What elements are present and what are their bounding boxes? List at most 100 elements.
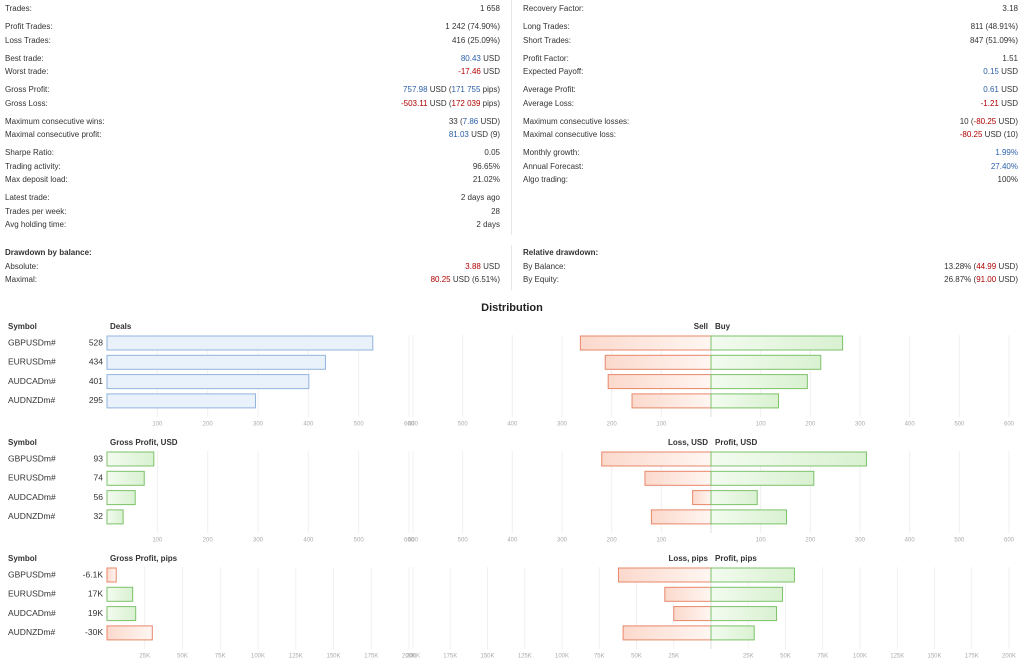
symbol: AUDCADm# bbox=[8, 492, 56, 502]
tick-label: 100 bbox=[656, 538, 667, 544]
stat-row: Maximal: 80.25 USD (6.51%) bbox=[5, 274, 500, 286]
tick-label: 150K bbox=[326, 654, 340, 660]
right-bar bbox=[710, 354, 822, 370]
header: Gross Profit, USD bbox=[110, 438, 178, 447]
left-bar bbox=[631, 393, 712, 409]
tick-label: 400 bbox=[507, 538, 518, 544]
stat-value: 0.05 bbox=[484, 147, 500, 159]
stat-value: 80.25 USD (6.51%) bbox=[431, 274, 500, 286]
value-part: -80.25 bbox=[959, 130, 983, 139]
total-bar bbox=[106, 625, 153, 641]
value-part: 1.51 bbox=[1002, 53, 1018, 63]
tick-label: 175K bbox=[965, 654, 979, 660]
right-bar bbox=[710, 470, 815, 486]
stat-row: Maximum consecutive wins: 33 (7.86 USD) bbox=[5, 116, 500, 128]
value-label: 434 bbox=[89, 357, 103, 367]
symbol: EURUSDm# bbox=[8, 357, 56, 367]
value-part: 416 (25.09%) bbox=[451, 35, 500, 45]
value-part: 28 bbox=[491, 206, 500, 216]
stat-value: 1.51 bbox=[1002, 53, 1018, 65]
tick-label: 100 bbox=[152, 422, 163, 428]
tick-label: 500 bbox=[954, 422, 965, 428]
left-bar bbox=[604, 354, 712, 370]
value-part: 100% bbox=[997, 175, 1018, 184]
stat-label: By Equity: bbox=[523, 275, 560, 284]
total-bar bbox=[106, 567, 117, 583]
tick-label: 500 bbox=[354, 422, 365, 428]
header: Symbol bbox=[8, 438, 37, 447]
tick-label: 600 bbox=[408, 538, 419, 544]
stat-label: Recovery Factor: bbox=[523, 4, 584, 13]
stat-value: 13.28% (44.99 USD) bbox=[944, 261, 1018, 273]
tick-label: 600 bbox=[1004, 422, 1015, 428]
tick-label: 600 bbox=[408, 422, 419, 428]
value-part: USD (9) bbox=[468, 130, 500, 139]
value-label: 19K bbox=[88, 608, 103, 618]
value-part: 27.40% bbox=[990, 161, 1018, 171]
stat-value: 26.87% (91.00 USD) bbox=[944, 274, 1018, 286]
stat-row: Average Loss: -1.21 USD bbox=[523, 98, 1018, 110]
tick-label: 100 bbox=[152, 538, 163, 544]
value-part: 80.25 bbox=[430, 275, 451, 284]
header: Profit, pips bbox=[715, 554, 757, 563]
header: Loss, USD bbox=[668, 438, 708, 447]
stat-label: Gross Loss: bbox=[5, 98, 48, 108]
symbol: GBPUSDm# bbox=[8, 337, 56, 347]
stat-label: Absolute: bbox=[5, 261, 39, 271]
value-part: USD bbox=[480, 67, 500, 76]
tick-label: 200K bbox=[406, 654, 420, 660]
value-part: USD bbox=[480, 53, 500, 63]
stat-row: Latest trade: 2 days ago bbox=[5, 192, 500, 204]
stat-label: Trades per week: bbox=[5, 206, 67, 216]
stat-label: Average Loss: bbox=[523, 98, 574, 108]
stat-value: 3.18 bbox=[1002, 3, 1018, 15]
stat-value: 96.65% bbox=[473, 161, 500, 173]
tick-label: 200 bbox=[607, 422, 618, 428]
total-bar bbox=[106, 509, 124, 525]
stat-row: Avg holding time: 2 days bbox=[5, 219, 500, 231]
value-part: 2 days bbox=[476, 220, 500, 229]
tick-label: 400 bbox=[303, 538, 314, 544]
value-part: USD) bbox=[478, 116, 500, 126]
tick-label: 300 bbox=[855, 422, 866, 428]
stat-label: Max deposit load: bbox=[5, 175, 68, 184]
tick-label: 200 bbox=[805, 538, 816, 544]
value-part: -503.11 bbox=[400, 98, 428, 108]
value-label: 17K bbox=[88, 589, 103, 599]
stat-row: Profit Factor: 1.51 bbox=[523, 53, 1018, 65]
tick-label: 125K bbox=[518, 654, 532, 660]
tick-label: 300 bbox=[557, 422, 568, 428]
value-label: 93 bbox=[94, 453, 104, 463]
stat-value: 1.99% bbox=[995, 147, 1018, 159]
tick-label: 200 bbox=[203, 538, 214, 544]
tick-label: 200K bbox=[1002, 654, 1016, 660]
stat-row: Algo trading: 100% bbox=[523, 174, 1018, 186]
value-part: -1.21 bbox=[980, 98, 999, 108]
stat-label: Best trade: bbox=[5, 53, 44, 63]
value-part: 1 242 (74.90%) bbox=[445, 22, 500, 31]
stat-label: Short Trades: bbox=[523, 35, 572, 45]
symbol: GBPUSDm# bbox=[8, 453, 56, 463]
stat-row: Loss Trades: 416 (25.09%) bbox=[5, 35, 500, 47]
value-part: 21.02% bbox=[472, 175, 500, 184]
tick-label: 400 bbox=[303, 422, 314, 428]
stat-label: Monthly growth: bbox=[523, 148, 580, 157]
tick-label: 25K bbox=[668, 654, 679, 660]
section-title: Drawdown by balance: bbox=[5, 248, 92, 257]
symbol: EURUSDm# bbox=[8, 473, 56, 483]
left-bar bbox=[664, 586, 712, 602]
stat-label: Trades: bbox=[5, 4, 32, 13]
right-bar bbox=[710, 393, 780, 409]
stat-value: 847 (51.09%) bbox=[970, 35, 1018, 47]
tick-label: 100K bbox=[555, 654, 569, 660]
stat-row: Best trade: 80.43 USD bbox=[5, 53, 500, 65]
tick-label: 100K bbox=[251, 654, 265, 660]
stat-row: Expected Payoff: 0.15 USD bbox=[523, 66, 1018, 78]
stat-row: Maximal consecutive profit: 81.03 USD (9) bbox=[5, 129, 500, 141]
symbol: AUDCADm# bbox=[8, 608, 56, 618]
tick-label: 200 bbox=[203, 422, 214, 428]
stat-value: 2 days bbox=[476, 219, 500, 231]
total-bar bbox=[106, 335, 374, 351]
